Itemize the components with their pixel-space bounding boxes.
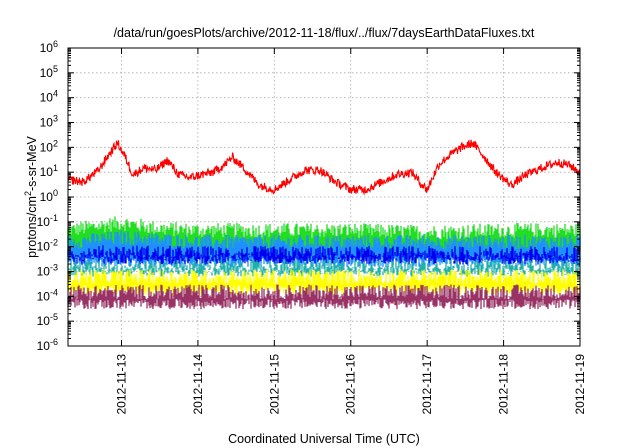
y-tick-label: 10-3	[37, 263, 58, 279]
x-tick-label: 2012-11-16	[344, 354, 358, 415]
x-tick-label: 2012-11-13	[114, 354, 128, 415]
y-tick-label: 10-5	[37, 312, 58, 328]
x-tick-label: 2012-11-18	[497, 354, 511, 415]
y-axis-ticks: 106 105 104 103 102 101 100 10-1 10-2 10-3 10-4 10-…	[37, 39, 580, 353]
y-tick-label: 10-4	[37, 287, 58, 303]
x-tick-label: 2012-11-19	[573, 354, 587, 415]
x-tick-label: 2012-11-17	[420, 354, 434, 415]
y-tick-label: 104	[40, 89, 58, 105]
y-tick-label: 10-2	[37, 238, 58, 254]
y-tick-label: 102	[40, 138, 58, 154]
y-axis-label-main: protons/cm	[25, 196, 39, 258]
x-axis-label: Coordinated Universal Time (UTC)	[228, 432, 420, 446]
y-tick-label: 103	[40, 114, 58, 130]
y-tick-label: 106	[40, 39, 58, 55]
x-tick-label: 2012-11-15	[267, 354, 281, 415]
x-axis-ticks: 2012-11-13 2012-11-14 2012-11-15 2012-11-16…	[114, 48, 587, 415]
y-tick-label: 10-6	[37, 337, 58, 353]
flux-line-red	[67, 139, 581, 196]
y-tick-label: 105	[40, 64, 58, 80]
y-tick-label: 10-1	[37, 213, 58, 229]
y-tick-label: 101	[40, 163, 58, 179]
y-axis-label-rest: -s-sr-MeV	[25, 135, 39, 191]
y-tick-label: 100	[40, 188, 58, 204]
y-axis-label: protons/cm2-s-sr-MeV	[23, 135, 39, 257]
x-tick-label: 2012-11-14	[191, 354, 205, 415]
chart-title: /data/run/goesPlots/archive/2012-11-18/f…	[114, 26, 535, 40]
y-axis-label-sup: 2	[23, 191, 33, 196]
